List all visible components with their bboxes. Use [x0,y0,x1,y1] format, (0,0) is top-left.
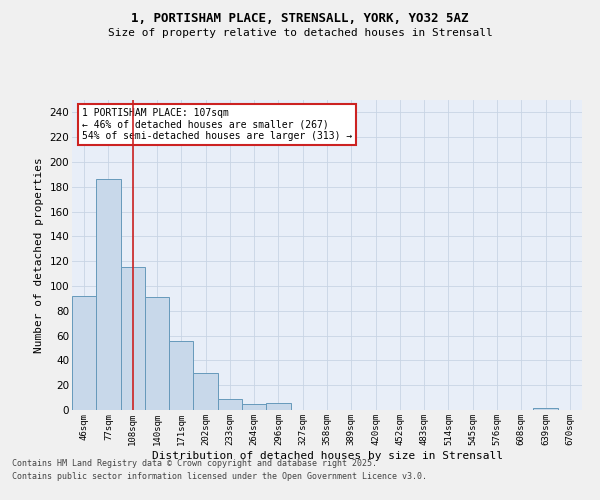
Bar [266,402,290,410]
Y-axis label: Number of detached properties: Number of detached properties [34,157,44,353]
Text: 1, PORTISHAM PLACE, STRENSALL, YORK, YO32 5AZ: 1, PORTISHAM PLACE, STRENSALL, YORK, YO3… [131,12,469,26]
Bar [218,399,242,410]
Bar [169,340,193,410]
Bar [72,296,96,410]
Bar [193,373,218,410]
X-axis label: Distribution of detached houses by size in Strensall: Distribution of detached houses by size … [151,450,503,460]
Bar [242,404,266,410]
Bar [533,408,558,410]
Bar [121,268,145,410]
Bar [145,297,169,410]
Text: Contains public sector information licensed under the Open Government Licence v3: Contains public sector information licen… [12,472,427,481]
Bar [96,180,121,410]
Text: Contains HM Land Registry data © Crown copyright and database right 2025.: Contains HM Land Registry data © Crown c… [12,458,377,468]
Text: 1 PORTISHAM PLACE: 107sqm
← 46% of detached houses are smaller (267)
54% of semi: 1 PORTISHAM PLACE: 107sqm ← 46% of detac… [82,108,352,141]
Text: Size of property relative to detached houses in Strensall: Size of property relative to detached ho… [107,28,493,38]
